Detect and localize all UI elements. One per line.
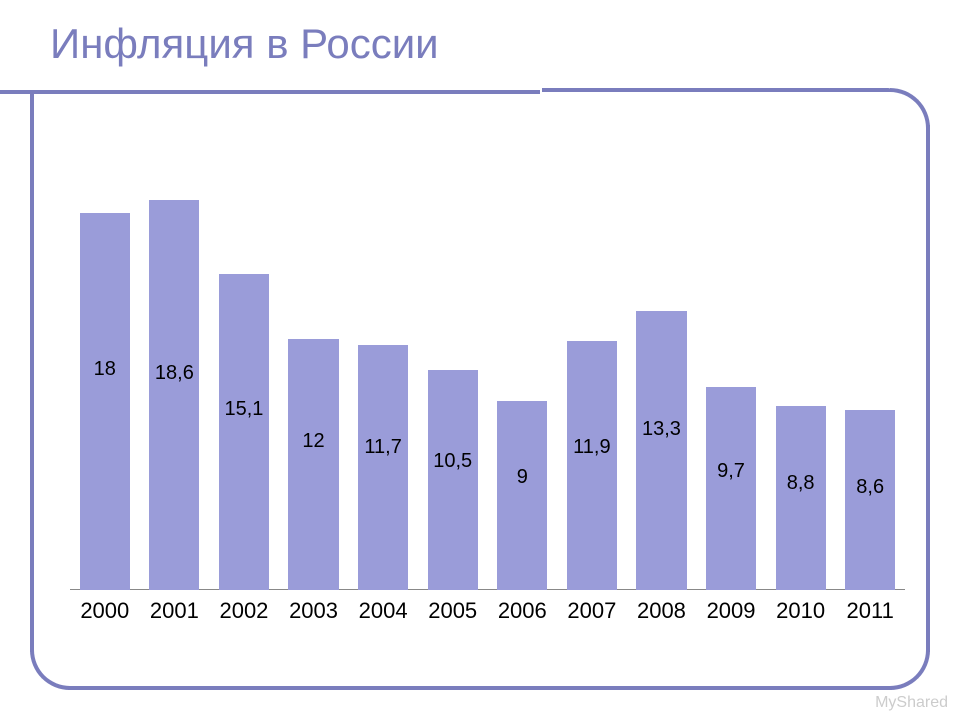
slide: Инфляция в России 1818,615,11211,710,591… bbox=[0, 0, 960, 720]
bar bbox=[497, 401, 547, 590]
bar-value-label: 8,6 bbox=[835, 476, 905, 499]
divider-line bbox=[0, 90, 540, 94]
x-axis-label: 2006 bbox=[488, 598, 558, 624]
frame-top-right-segment bbox=[542, 88, 892, 92]
bar bbox=[706, 387, 756, 590]
bar bbox=[358, 345, 408, 590]
bar-value-label: 9 bbox=[488, 466, 558, 489]
bar-value-label: 11,9 bbox=[557, 436, 627, 459]
bar-value-label: 12 bbox=[279, 430, 349, 453]
x-axis-label: 2009 bbox=[696, 598, 766, 624]
bar-value-label: 18 bbox=[70, 358, 140, 381]
bar bbox=[428, 370, 478, 590]
bar-value-label: 15,1 bbox=[209, 398, 279, 421]
chart-container: 1818,6 15,11211,710,59 11,913,3 9,78,88,6 2… bbox=[70, 150, 905, 645]
x-axis-label: 2007 bbox=[557, 598, 627, 624]
x-axis-label: 2008 bbox=[627, 598, 697, 624]
bar bbox=[636, 311, 686, 590]
frame-br-corner bbox=[890, 650, 930, 690]
frame-bottom bbox=[68, 686, 892, 690]
x-axis-labels: 2000200120022003200420052006200720082009… bbox=[70, 598, 905, 628]
bar bbox=[776, 406, 826, 590]
frame-right bbox=[926, 125, 930, 652]
x-axis-label: 2004 bbox=[348, 598, 418, 624]
x-axis-label: 2010 bbox=[766, 598, 836, 624]
x-axis-label: 2000 bbox=[70, 598, 140, 624]
bar bbox=[219, 274, 269, 590]
frame-top-right-corner bbox=[890, 88, 930, 128]
x-axis-label: 2002 bbox=[209, 598, 279, 624]
bar-value-label: 18,6 bbox=[140, 362, 210, 385]
watermark: MyShared bbox=[875, 694, 948, 712]
plot-area: 1818,6 15,11211,710,59 11,913,3 9,78,88,6 bbox=[70, 150, 905, 590]
bar bbox=[149, 200, 199, 590]
bar-value-label: 8,8 bbox=[766, 472, 836, 495]
bar bbox=[567, 341, 617, 590]
x-axis-label: 2011 bbox=[835, 598, 905, 624]
x-axis-label: 2001 bbox=[140, 598, 210, 624]
x-axis-label: 2003 bbox=[279, 598, 349, 624]
bar bbox=[845, 410, 895, 590]
x-axis-label: 2005 bbox=[418, 598, 488, 624]
bar-value-label: 11,7 bbox=[348, 436, 418, 459]
bar-value-label: 9,7 bbox=[696, 460, 766, 483]
bar-value-label: 13,3 bbox=[627, 418, 697, 441]
bar-value-label: 10,5 bbox=[418, 450, 488, 473]
frame-left bbox=[30, 92, 34, 652]
slide-title: Инфляция в России bbox=[50, 20, 960, 68]
frame-bl-corner bbox=[30, 650, 70, 690]
bar bbox=[80, 213, 130, 590]
bar bbox=[288, 339, 338, 590]
title-area: Инфляция в России bbox=[0, 0, 960, 68]
